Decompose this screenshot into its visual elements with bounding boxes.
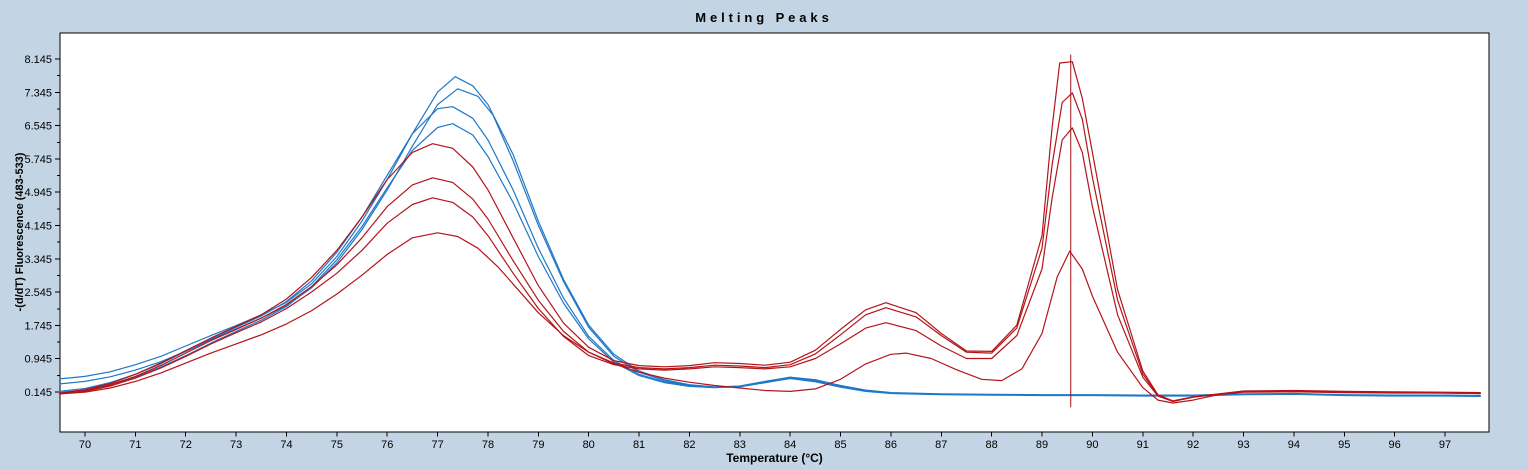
y-tick-label: 0.945: [24, 354, 52, 366]
x-tick-label: 72: [180, 439, 192, 451]
y-tick-label: 5.745: [24, 154, 52, 166]
x-tick-label: 94: [1288, 439, 1300, 451]
x-tick-label: 74: [280, 439, 292, 451]
x-tick-label: 80: [583, 439, 595, 451]
x-tick-label: 77: [431, 439, 443, 451]
x-tick-label: 71: [129, 439, 141, 451]
y-tick-label: 7.345: [24, 87, 52, 99]
series-red-2: [59, 92, 1481, 402]
x-tick-label: 96: [1388, 439, 1400, 451]
x-tick-label: 78: [482, 439, 494, 451]
x-tick-label: 82: [683, 439, 695, 451]
x-tick-label: 88: [986, 439, 998, 451]
x-tick-label: 83: [734, 439, 746, 451]
x-tick-label: 87: [935, 439, 947, 451]
x-tick-label: 90: [1086, 439, 1098, 451]
x-tick-label: 75: [331, 439, 343, 451]
y-tick-label: 3.345: [24, 254, 52, 266]
y-tick-label: 6.545: [24, 121, 52, 133]
series-red-4: [59, 232, 1481, 404]
x-tick-label: 93: [1237, 439, 1249, 451]
x-tick-label: 79: [532, 439, 544, 451]
x-tick-label: 86: [885, 439, 897, 451]
series-blue-4: [59, 123, 1481, 397]
series-red-3: [59, 127, 1481, 402]
x-axis-title: Temperature (°C): [726, 451, 823, 465]
x-tick-label: 84: [784, 439, 796, 451]
x-tick-label: 91: [1137, 439, 1149, 451]
chart-title: Melting Peaks: [695, 10, 833, 25]
plot-area: [59, 32, 1490, 433]
x-tick-label: 73: [230, 439, 242, 451]
x-tick-label: 85: [834, 439, 846, 451]
x-tick-label: 92: [1187, 439, 1199, 451]
y-tick-label: 4.145: [24, 221, 52, 233]
x-tick-label: 95: [1338, 439, 1350, 451]
y-tick-label: 0.145: [24, 387, 52, 399]
y-tick-label: 2.545: [24, 287, 52, 299]
y-tick-label: 8.145: [24, 54, 52, 66]
x-tick-label: 70: [79, 439, 91, 451]
x-tick-label: 81: [633, 439, 645, 451]
x-tick-label: 97: [1439, 439, 1451, 451]
y-tick-label: 1.745: [24, 320, 52, 332]
y-tick-label: 4.945: [24, 187, 52, 199]
x-tick-label: 76: [381, 439, 393, 451]
y-axis-title-text: -(d/dT) Fluorescence (483-533): [14, 152, 26, 312]
x-tick-label: 89: [1036, 439, 1048, 451]
series-red-1: [59, 61, 1481, 402]
